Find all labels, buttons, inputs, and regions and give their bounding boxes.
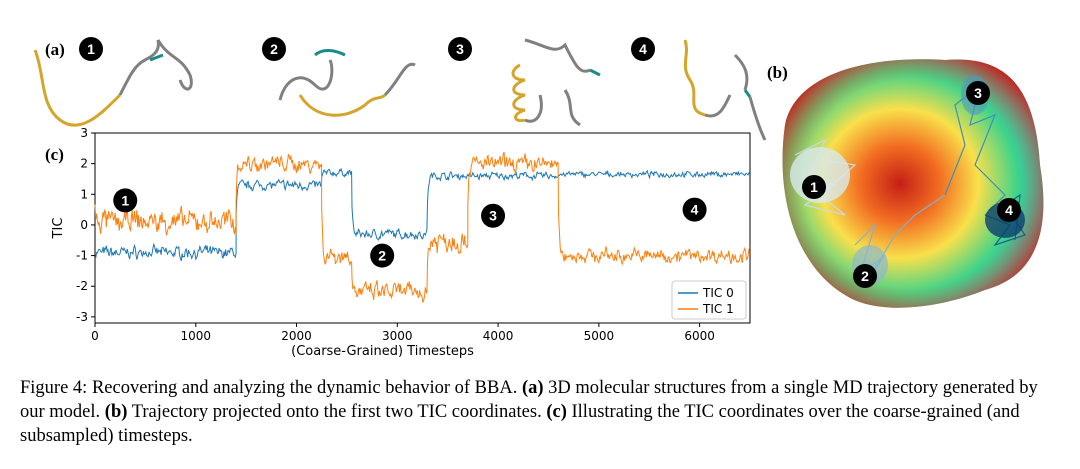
y-tick-label: -1 [76,249,88,263]
x-tick-label: 2000 [281,329,312,343]
y-tick-label: 3 [80,128,88,140]
x-tick-label: 0 [91,329,99,343]
series-line-tic-1 [94,151,751,303]
panel-b-label: (b) [767,63,788,82]
state-marker-3: 3 [448,37,472,61]
x-tick-label: 3000 [382,329,413,343]
svg-text:4: 4 [691,202,699,218]
structure-4-image [683,39,767,141]
y-tick-label: 1 [80,187,88,201]
structure-2-image [278,49,416,117]
chart-marker-3: 3 [481,203,506,228]
state-marker-2: 2 [262,37,286,61]
tic-projection-map: 1 2 3 4 [782,59,1044,308]
map-marker-4: 4 [997,198,1021,222]
caption-b-label: (b) [104,402,128,422]
svg-text:3: 3 [489,208,497,224]
x-tick-label: 4000 [483,329,514,343]
map-marker-3: 3 [966,81,990,105]
x-tick-label: 1000 [180,329,211,343]
figure-caption: Figure 4: Recovering and analyzing the d… [20,376,1060,448]
svg-text:3: 3 [974,85,982,101]
x-tick-label: 6000 [684,329,715,343]
svg-text:2: 2 [861,268,869,284]
map-marker-2: 2 [853,264,877,288]
y-axis-label: TIC [51,218,66,240]
y-tick-label: 0 [80,218,88,232]
y-tick-label: -3 [76,310,88,324]
caption-c-text: Illustrating the TIC coordinates over th… [20,402,1020,446]
panel-c-label: (c) [45,145,64,164]
tic-timeseries-chart: 0 1000 2000 3000 4000 5000 6000 -3 -2 -1 0 1 2 3 (Coar… [51,128,751,359]
x-axis-label: (Coarse-Grained) Timesteps [291,344,474,359]
panel-a-label: (a) [45,40,65,59]
legend-label: TIC 1 [702,302,734,316]
caption-b-text: Trajectory projected onto the first two … [131,402,542,422]
caption-prefix: Figure 4: Recovering and analyzing the d… [20,378,518,398]
structure-3-image [511,38,601,127]
map-marker-1: 1 [802,175,826,199]
x-tick-label: 5000 [584,329,615,343]
structure-1-image [33,39,193,127]
caption-a-label: (a) [521,378,544,398]
chart-marker-4: 4 [682,197,707,222]
series-line-tic-0 [94,167,750,262]
chart-marker-1: 1 [113,188,138,213]
chart-marker-2: 2 [370,243,395,268]
svg-text:1: 1 [810,179,818,195]
state-marker-1: 1 [79,37,103,61]
y-tick-label: -2 [76,279,88,293]
caption-c-label: (c) [546,402,567,422]
svg-text:2: 2 [378,248,386,264]
svg-text:1: 1 [121,192,129,208]
legend-label: TIC 0 [702,286,734,300]
plot-frame [94,132,751,324]
y-tick-label: 2 [80,157,88,171]
state-marker-4: 4 [631,37,655,61]
caption-a-text: 3D molecular structures from a single MD… [20,378,1038,422]
svg-text:4: 4 [1005,202,1013,218]
